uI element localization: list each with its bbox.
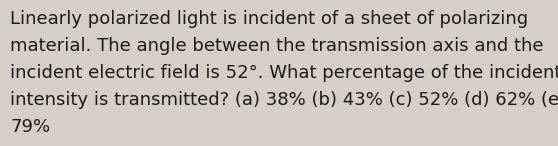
Text: material. The angle between the transmission axis and the: material. The angle between the transmis… <box>10 37 543 55</box>
Text: intensity is transmitted? (a) 38% (b) 43% (c) 52% (d) 62% (e): intensity is transmitted? (a) 38% (b) 43… <box>10 91 558 109</box>
Text: Linearly polarized light is incident of a sheet of polarizing: Linearly polarized light is incident of … <box>10 10 528 28</box>
Text: 79%: 79% <box>10 118 50 136</box>
Text: incident electric field is 52°. What percentage of the incident: incident electric field is 52°. What per… <box>10 64 558 82</box>
